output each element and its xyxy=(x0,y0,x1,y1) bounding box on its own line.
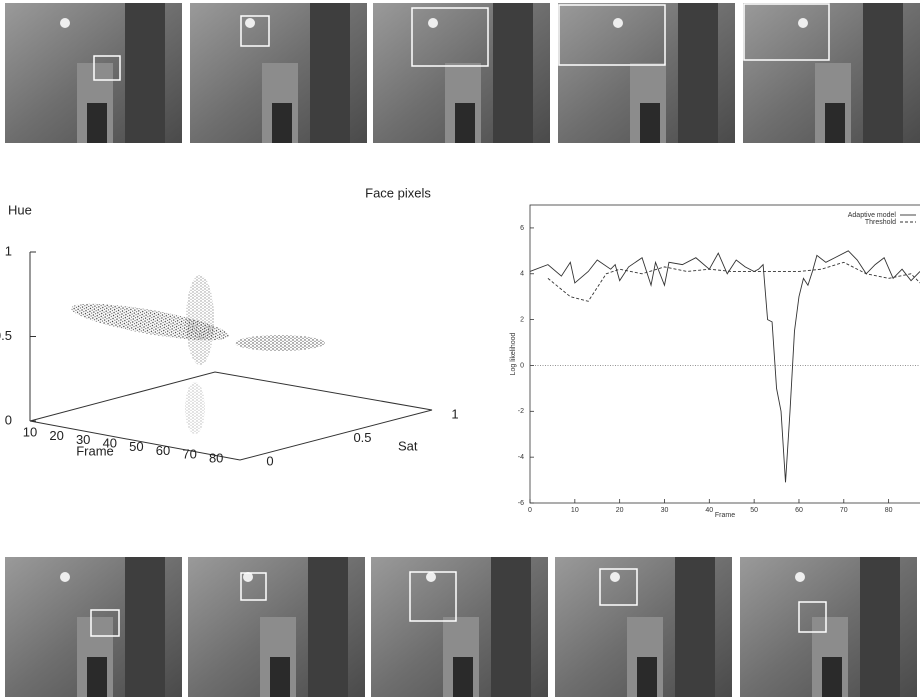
photo xyxy=(740,557,917,697)
x-tick-label: 10 xyxy=(23,424,37,439)
point-cloud xyxy=(186,275,214,365)
x-tick-label: 40 xyxy=(103,436,117,451)
x-tick-label: 10 xyxy=(571,507,579,514)
y-tick-label: 1 xyxy=(451,406,458,421)
y-tick-label: 0.5 xyxy=(353,430,371,445)
x-axis-label: Frame xyxy=(76,443,114,458)
face-box xyxy=(743,3,830,61)
z-tick-label: 0 xyxy=(5,412,12,427)
z-tick-label: 0.5 xyxy=(0,328,12,343)
z-tick-label: 1 xyxy=(5,243,12,258)
top-frames xyxy=(5,3,920,143)
y-tick-label: 0 xyxy=(520,362,524,369)
y-tick-label: -6 xyxy=(518,500,524,507)
photo xyxy=(373,3,550,143)
face-box xyxy=(599,568,638,606)
x-tick-label: 50 xyxy=(750,507,758,514)
face-box xyxy=(93,55,121,81)
face-box xyxy=(240,15,270,47)
photo xyxy=(371,557,548,697)
x-tick-label: 60 xyxy=(795,507,803,514)
x-tick-label: 70 xyxy=(182,447,196,462)
face-box xyxy=(240,572,267,601)
bottom-frames xyxy=(5,557,917,697)
photo xyxy=(188,557,365,697)
x-tick-label: 20 xyxy=(616,507,624,514)
y-tick-label: 0 xyxy=(266,453,273,468)
legend-label: Adaptive model xyxy=(848,212,897,219)
face-box xyxy=(409,571,457,622)
face-box xyxy=(411,7,489,67)
x-tick-label: 40 xyxy=(705,507,713,514)
photo xyxy=(558,3,735,143)
series-line xyxy=(529,250,920,483)
x-tick-label: 0 xyxy=(528,507,532,514)
y-tick-label: 6 xyxy=(520,225,524,232)
x-axis-label: Frame xyxy=(715,512,735,519)
x-tick-label: 70 xyxy=(840,507,848,514)
line-chart: Frame Log likelihood 0 10 20 30 40 50 60 70 80-6… xyxy=(510,204,920,519)
face-box xyxy=(798,601,827,633)
plot-frame xyxy=(529,204,920,504)
x-tick-label: 20 xyxy=(49,428,63,443)
x-tick-label: 30 xyxy=(661,507,669,514)
z-axis-label: Hue xyxy=(8,202,32,217)
point-cloud xyxy=(185,382,205,434)
y-tick-label: -4 xyxy=(518,454,524,461)
scatter-3d: Face pixels Hue Frame Sat 00.51102030405… xyxy=(0,185,459,468)
series-line xyxy=(547,261,920,302)
y-tick-label: 4 xyxy=(520,271,524,278)
x-tick-label: 50 xyxy=(129,439,143,454)
y-axis-label: Log likelihood xyxy=(510,332,517,375)
x-tick-label: 80 xyxy=(885,507,893,514)
base-plane xyxy=(29,371,433,461)
y-axis-label: Sat xyxy=(398,438,418,453)
face-box xyxy=(90,609,120,637)
x-tick-label: 80 xyxy=(209,450,223,465)
x-tick-label: 60 xyxy=(156,443,170,458)
legend-label: Threshold xyxy=(865,219,896,226)
photo xyxy=(5,557,182,697)
y-tick-label: 2 xyxy=(520,316,524,323)
photo xyxy=(190,3,367,143)
photo xyxy=(743,3,920,143)
chart-title: Face pixels xyxy=(365,185,431,200)
y-tick-label: -2 xyxy=(518,408,524,415)
x-tick-label: 30 xyxy=(76,432,90,447)
photo xyxy=(555,557,732,697)
point-cloud xyxy=(235,335,325,351)
face-box xyxy=(558,4,666,66)
